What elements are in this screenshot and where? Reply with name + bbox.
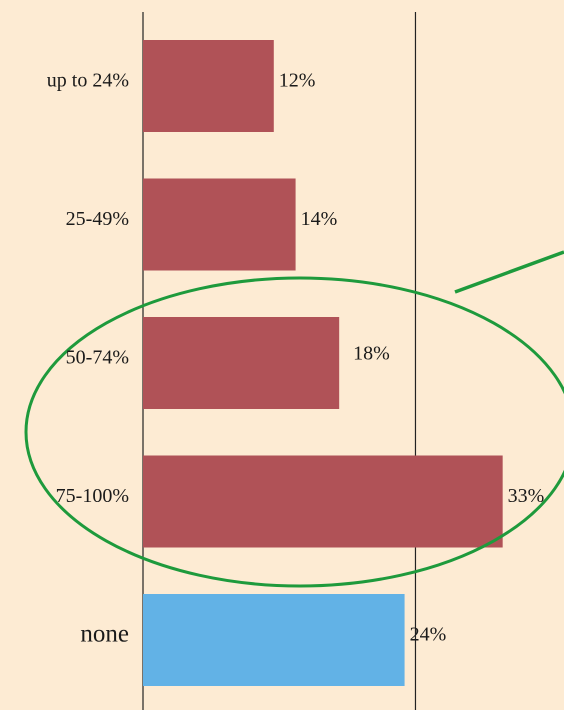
value-label: 24%: [410, 624, 447, 646]
highlight-ellipse: [24, 276, 564, 588]
category-label: 50-74%: [66, 347, 129, 369]
bar: [143, 317, 340, 409]
value-label: 18%: [353, 343, 390, 365]
bar: [143, 40, 274, 132]
category-label: none: [80, 621, 129, 648]
bar: [143, 594, 405, 686]
value-label: 14%: [301, 208, 338, 230]
bar: [143, 178, 296, 271]
bar: [143, 455, 503, 548]
value-label: 33%: [508, 485, 545, 507]
category-label: up to 24%: [47, 70, 129, 92]
labels: up to 24% 12% 25-49% 14% 50-74% 18% 75-100% 33%…: [47, 70, 545, 648]
category-label: 75-100%: [56, 485, 129, 507]
value-label: 12%: [279, 70, 316, 92]
category-label: 25-49%: [66, 208, 129, 230]
callout-line: [454, 250, 564, 294]
bars: [143, 40, 503, 686]
